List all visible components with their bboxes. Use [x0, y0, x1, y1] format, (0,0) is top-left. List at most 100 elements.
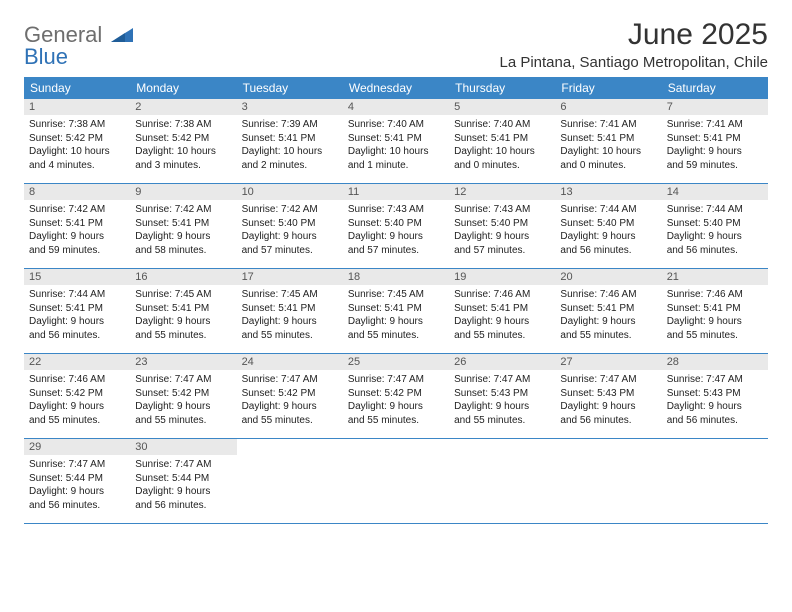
week-row: 22Sunrise: 7:46 AMSunset: 5:42 PMDayligh… [24, 354, 768, 439]
sunset-text: Sunset: 5:43 PM [454, 387, 550, 401]
sunset-text: Sunset: 5:41 PM [560, 302, 656, 316]
sunrise-text: Sunrise: 7:42 AM [135, 203, 231, 217]
daylight-text: Daylight: 9 hours [560, 230, 656, 244]
sunset-text: Sunset: 5:43 PM [560, 387, 656, 401]
day-body: Sunrise: 7:44 AMSunset: 5:41 PMDaylight:… [24, 288, 130, 346]
sunrise-text: Sunrise: 7:44 AM [560, 203, 656, 217]
sunset-text: Sunset: 5:42 PM [135, 387, 231, 401]
day-number: 21 [662, 269, 768, 285]
day-cell: 1Sunrise: 7:38 AMSunset: 5:42 PMDaylight… [24, 99, 130, 183]
day-body: Sunrise: 7:43 AMSunset: 5:40 PMDaylight:… [449, 203, 555, 261]
day-body: Sunrise: 7:38 AMSunset: 5:42 PMDaylight:… [130, 118, 236, 176]
daylight-text: and 55 minutes. [242, 414, 338, 428]
daylight-text: and 58 minutes. [135, 244, 231, 258]
day-cell: 13Sunrise: 7:44 AMSunset: 5:40 PMDayligh… [555, 184, 661, 268]
day-body: Sunrise: 7:47 AMSunset: 5:44 PMDaylight:… [24, 458, 130, 516]
daylight-text: and 59 minutes. [667, 159, 763, 173]
daylight-text: and 55 minutes. [348, 329, 444, 343]
day-body: Sunrise: 7:40 AMSunset: 5:41 PMDaylight:… [449, 118, 555, 176]
daylight-text: and 55 minutes. [348, 414, 444, 428]
day-body: Sunrise: 7:47 AMSunset: 5:42 PMDaylight:… [343, 373, 449, 431]
week-row: 1Sunrise: 7:38 AMSunset: 5:42 PMDaylight… [24, 99, 768, 184]
daylight-text: and 57 minutes. [348, 244, 444, 258]
day-body: Sunrise: 7:41 AMSunset: 5:41 PMDaylight:… [555, 118, 661, 176]
sunset-text: Sunset: 5:40 PM [560, 217, 656, 231]
sunset-text: Sunset: 5:40 PM [348, 217, 444, 231]
daylight-text: and 55 minutes. [242, 329, 338, 343]
day-cell: 10Sunrise: 7:42 AMSunset: 5:40 PMDayligh… [237, 184, 343, 268]
daylight-text: Daylight: 9 hours [560, 400, 656, 414]
day-number: 29 [24, 439, 130, 455]
day-cell: 18Sunrise: 7:45 AMSunset: 5:41 PMDayligh… [343, 269, 449, 353]
day-number: 6 [555, 99, 661, 115]
daylight-text: Daylight: 9 hours [242, 230, 338, 244]
sunset-text: Sunset: 5:44 PM [29, 472, 125, 486]
sunrise-text: Sunrise: 7:44 AM [667, 203, 763, 217]
daylight-text: Daylight: 10 hours [135, 145, 231, 159]
sunset-text: Sunset: 5:41 PM [348, 132, 444, 146]
day-number: 5 [449, 99, 555, 115]
day-body: Sunrise: 7:38 AMSunset: 5:42 PMDaylight:… [24, 118, 130, 176]
sunset-text: Sunset: 5:43 PM [667, 387, 763, 401]
daylight-text: Daylight: 9 hours [29, 400, 125, 414]
day-number: 9 [130, 184, 236, 200]
day-cell: 5 Sunrise: 7:40 AMSunset: 5:41 PMDaylight… [449, 99, 555, 183]
daylight-text: Daylight: 9 hours [348, 400, 444, 414]
daylight-text: Daylight: 9 hours [667, 315, 763, 329]
day-cell: 12 Sunrise: 7:43 AMSunset: 5:40 PMDayligh… [449, 184, 555, 268]
sunset-text: Sunset: 5:41 PM [135, 302, 231, 316]
sunrise-text: Sunrise: 7:47 AM [135, 373, 231, 387]
sunset-text: Sunset: 5:42 PM [29, 132, 125, 146]
dow-tuesday: Tuesday [237, 77, 343, 99]
sunset-text: Sunset: 5:41 PM [348, 302, 444, 316]
day-number: 10 [237, 184, 343, 200]
daylight-text: and 56 minutes. [560, 414, 656, 428]
sunset-text: Sunset: 5:42 PM [242, 387, 338, 401]
daylight-text: and 56 minutes. [29, 499, 125, 513]
day-number: 15 [24, 269, 130, 285]
sunrise-text: Sunrise: 7:39 AM [242, 118, 338, 132]
daylight-text: and 59 minutes. [29, 244, 125, 258]
sunset-text: Sunset: 5:41 PM [560, 132, 656, 146]
day-number: 16 [130, 269, 236, 285]
sunrise-text: Sunrise: 7:46 AM [454, 288, 550, 302]
day-number: 28 [662, 354, 768, 370]
sunrise-text: Sunrise: 7:47 AM [242, 373, 338, 387]
day-number: 25 [343, 354, 449, 370]
month-title: June 2025 [499, 18, 768, 52]
sunrise-text: Sunrise: 7:38 AM [29, 118, 125, 132]
brand-blue: Blue [24, 44, 68, 69]
week-row: 8Sunrise: 7:42 AMSunset: 5:41 PMDaylight… [24, 184, 768, 269]
sunset-text: Sunset: 5:41 PM [454, 132, 550, 146]
day-cell: 16Sunrise: 7:45 AMSunset: 5:41 PMDayligh… [130, 269, 236, 353]
day-number: 24 [237, 354, 343, 370]
day-cell: 24 Sunrise: 7:47 AMSunset: 5:42 PMDayligh… [237, 354, 343, 438]
brand-logo: General Blue [24, 24, 133, 68]
day-cell: 27Sunrise: 7:47 AMSunset: 5:43 PMDayligh… [555, 354, 661, 438]
daylight-text: Daylight: 9 hours [667, 400, 763, 414]
day-number: 7 [662, 99, 768, 115]
sunrise-text: Sunrise: 7:46 AM [29, 373, 125, 387]
weeks-container: 1Sunrise: 7:38 AMSunset: 5:42 PMDaylight… [24, 99, 768, 524]
dow-friday: Friday [555, 77, 661, 99]
day-cell: 7Sunrise: 7:41 AMSunset: 5:41 PMDaylight… [662, 99, 768, 183]
daylight-text: Daylight: 9 hours [454, 400, 550, 414]
daylight-text: Daylight: 9 hours [560, 315, 656, 329]
day-body: Sunrise: 7:46 AMSunset: 5:42 PMDaylight:… [24, 373, 130, 431]
sunrise-text: Sunrise: 7:47 AM [348, 373, 444, 387]
sunrise-text: Sunrise: 7:47 AM [135, 458, 231, 472]
day-cell: 23Sunrise: 7:47 AMSunset: 5:42 PMDayligh… [130, 354, 236, 438]
day-cell: 4Sunrise: 7:40 AMSunset: 5:41 PMDaylight… [343, 99, 449, 183]
day-cell: 25 Sunrise: 7:47 AMSunset: 5:42 PMDayligh… [343, 354, 449, 438]
sunrise-text: Sunrise: 7:45 AM [348, 288, 444, 302]
sunrise-text: Sunrise: 7:45 AM [242, 288, 338, 302]
day-number: 18 [343, 269, 449, 285]
day-cell: 15 Sunrise: 7:44 AMSunset: 5:41 PMDayligh… [24, 269, 130, 353]
day-number: 12 [449, 184, 555, 200]
daylight-text: and 4 minutes. [29, 159, 125, 173]
day-cell [555, 439, 661, 523]
day-body: Sunrise: 7:47 AMSunset: 5:42 PMDaylight:… [237, 373, 343, 431]
daylight-text: Daylight: 9 hours [135, 315, 231, 329]
day-cell: 14Sunrise: 7:44 AMSunset: 5:40 PMDayligh… [662, 184, 768, 268]
day-cell: 28Sunrise: 7:47 AMSunset: 5:43 PMDayligh… [662, 354, 768, 438]
